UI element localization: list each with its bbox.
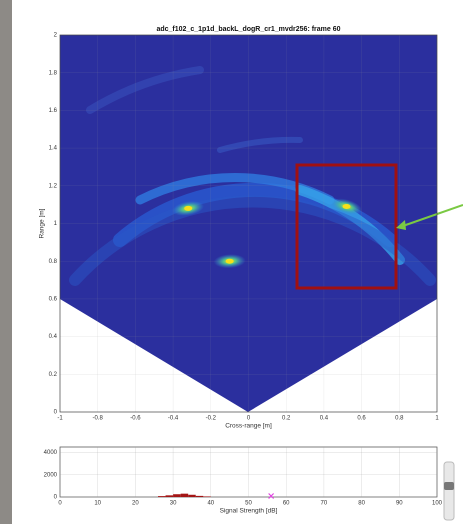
hist-bar: [196, 496, 204, 497]
y-tick-label: 1.2: [49, 183, 58, 189]
x-tick-label: 20: [132, 501, 139, 507]
y-tick-label: 1.4: [49, 146, 58, 152]
y-tick-label: 1: [54, 221, 58, 227]
x-tick-label: 0: [247, 416, 251, 422]
x-tick-label: -0.4: [168, 416, 179, 422]
x-axis-label: Signal Strength [dB]: [220, 508, 278, 515]
y-tick-label: 0: [54, 495, 58, 501]
hist-bar: [158, 496, 166, 497]
x-tick-label: 50: [245, 501, 252, 507]
x-tick-label: -0.8: [93, 416, 104, 422]
y-tick-label: 0.4: [49, 334, 58, 340]
chart-title: adc_f102_c_1p1d_backL_dogR_cr1_mvdr256: …: [156, 26, 340, 33]
hist-bar: [181, 494, 189, 497]
hotspot-core: [343, 204, 351, 209]
figure: -1-0.8-0.6-0.4-0.200.20.40.60.8100.20.40…: [0, 0, 463, 524]
x-tick-label: 1: [435, 416, 439, 422]
x-tick-label: 40: [207, 501, 214, 507]
hist-bar: [188, 495, 196, 497]
y-tick-label: 4000: [44, 450, 58, 456]
y-tick-label: 0.8: [49, 259, 58, 265]
x-tick-label: 0: [58, 501, 62, 507]
x-tick-label: 0.2: [282, 416, 291, 422]
x-tick-label: 90: [396, 501, 403, 507]
y-tick-label: 2: [54, 33, 58, 39]
x-axis-label: Cross-range [m]: [225, 423, 272, 430]
page: {"chart_data": [ {"type": "scatter", "ti…: [0, 0, 463, 524]
x-tick-label: 0.8: [395, 416, 404, 422]
y-tick-label: 0.2: [49, 372, 58, 378]
y-tick-label: 0.6: [49, 296, 58, 302]
x-tick-label: 100: [432, 501, 443, 507]
x-tick-label: 80: [358, 501, 365, 507]
hist-bar: [203, 496, 211, 497]
y-tick-label: 1.8: [49, 70, 58, 76]
y-axis-label: Range [m]: [39, 208, 46, 238]
x-tick-label: 10: [94, 501, 101, 507]
x-tick-label: -1: [57, 416, 63, 422]
x-tick-label: 30: [170, 501, 177, 507]
x-tick-label: 60: [283, 501, 290, 507]
y-tick-label: 2000: [44, 472, 58, 478]
marker: [269, 494, 274, 499]
x-tick-label: 0.6: [357, 416, 366, 422]
x-tick-label: -0.6: [130, 416, 141, 422]
y-tick-label: 1.6: [49, 108, 58, 114]
hist-bar: [173, 494, 181, 497]
hotspot-core: [226, 259, 234, 264]
photo-strip: [0, 0, 12, 524]
x-tick-label: 0.4: [320, 416, 329, 422]
hist-bar: [166, 495, 174, 497]
x-tick-label: -0.2: [206, 416, 217, 422]
hotspot-core: [184, 206, 192, 211]
slider-track[interactable]: [444, 462, 454, 520]
x-tick-label: 70: [321, 501, 328, 507]
slider-thumb[interactable]: [444, 482, 454, 490]
